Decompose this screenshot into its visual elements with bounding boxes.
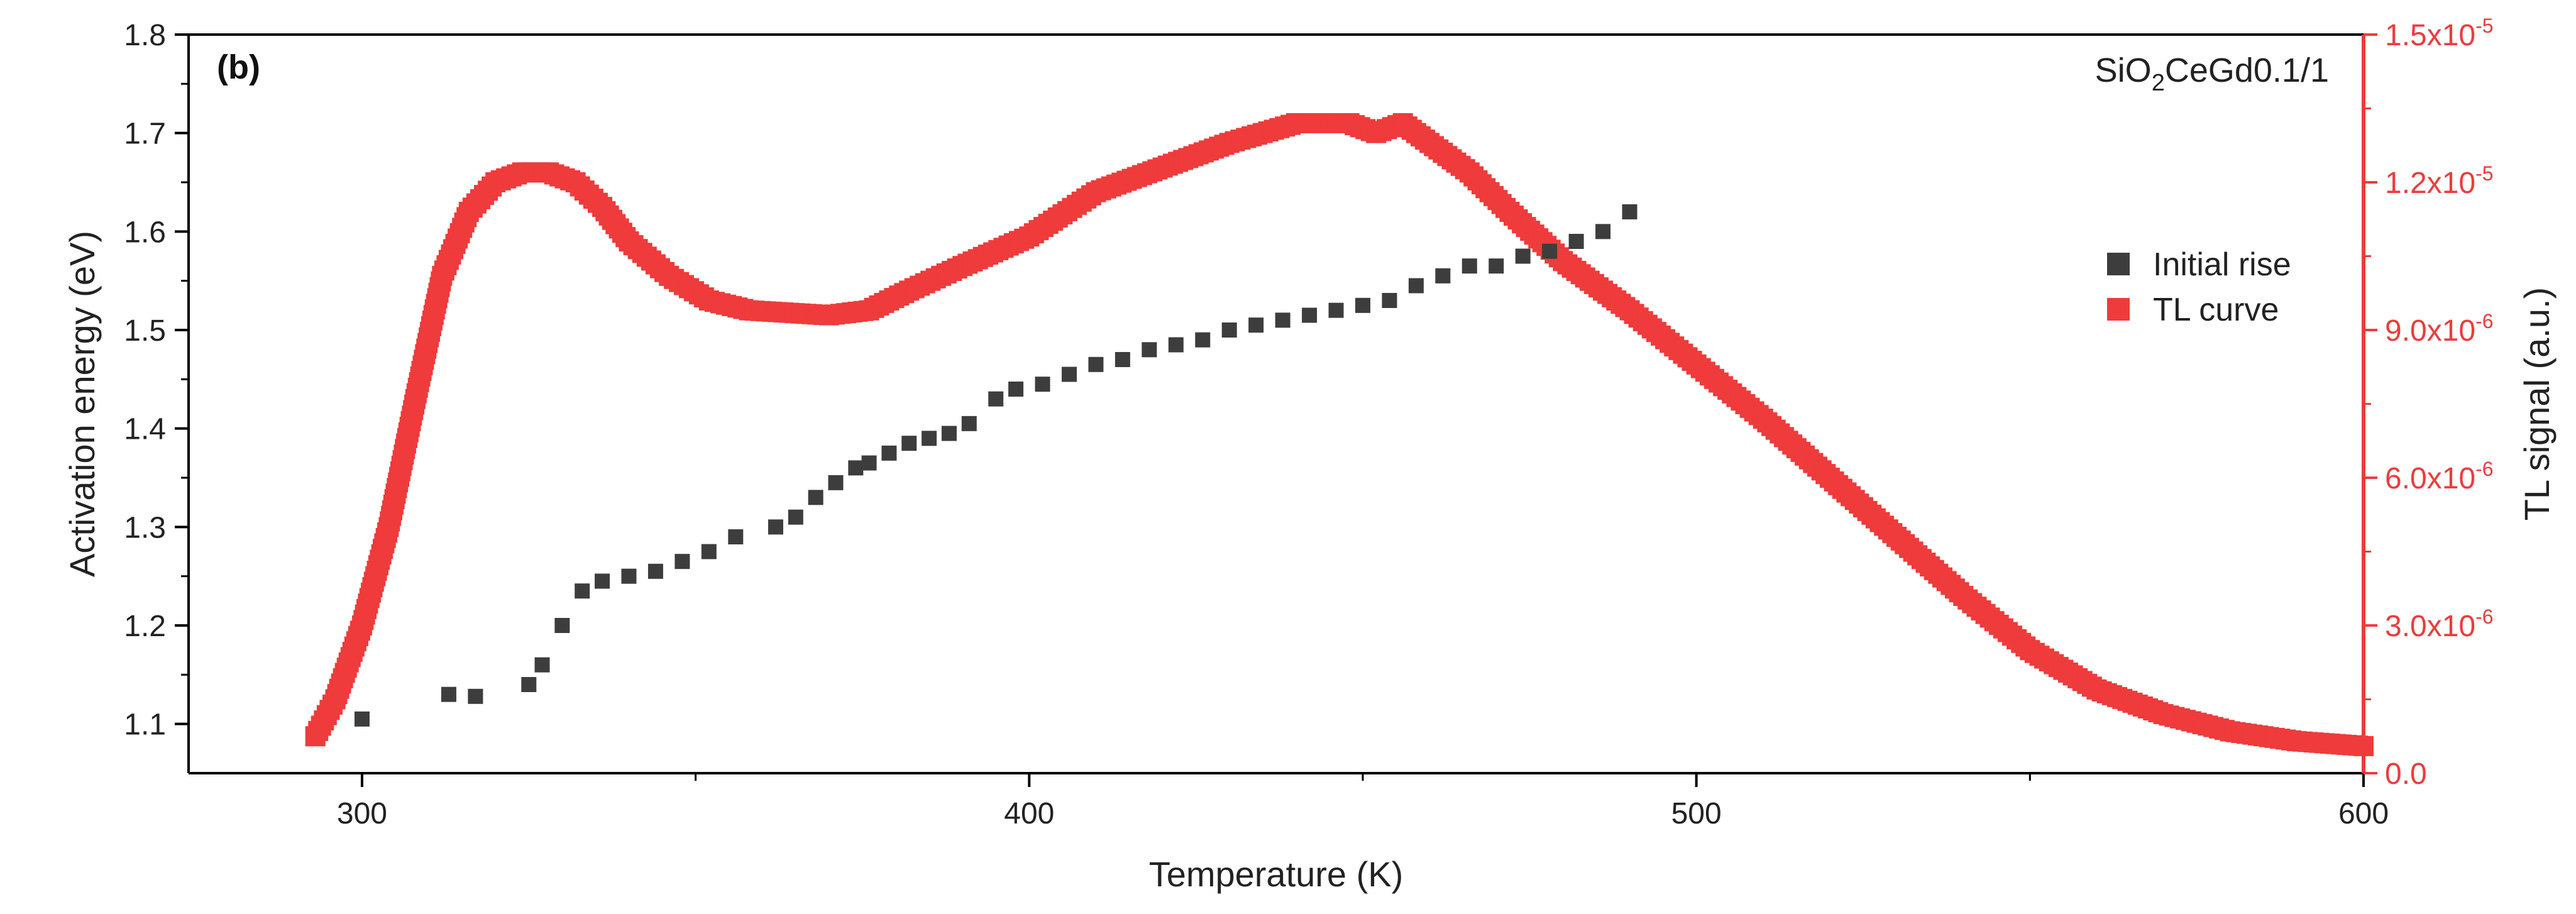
y-left-axis-title: Activation energy (eV) [62,231,102,577]
initial-rise-point [701,544,717,559]
y-right-tick-label: 0.0 [2385,757,2427,791]
sample-label-subscript: 2 [2152,70,2165,96]
initial-rise-point [468,688,483,704]
initial-rise-point [621,568,637,584]
initial-rise-point [1035,377,1050,392]
initial-rise-legend-label: Initial rise [2153,246,2291,283]
y-right-tick-exponent: -5 [2475,162,2493,185]
legend: Initial rise TL curve [2107,246,2291,328]
tl-curve-legend-marker [2107,298,2130,321]
initial-rise-point [768,519,783,535]
x-axis-title: Temperature (K) [1149,854,1404,894]
tl-curve-series [305,113,2374,756]
y-right-tick-label: 3.0x10-6 [2385,605,2494,643]
initial-rise-point [1328,302,1344,318]
initial-rise-point [1008,382,1024,397]
initial-rise-point [647,563,663,579]
initial-rise-point [1515,248,1531,264]
initial-rise-point [354,711,370,727]
y-left-tick-label: 1.1 [124,708,166,742]
initial-rise-point [808,490,823,505]
initial-rise-point [521,677,537,692]
initial-rise-point [1248,317,1264,333]
initial-rise-point [881,445,897,461]
initial-rise-point [1435,268,1451,284]
initial-rise-point [988,391,1004,407]
tl-curve-legend-label: TL curve [2153,292,2279,328]
initial-rise-point [674,554,690,570]
initial-rise-legend-marker [2107,253,2130,275]
initial-rise-point [788,509,803,525]
initial-rise-point [901,436,917,451]
initial-rise-point [1275,312,1291,328]
initial-rise-point [441,686,456,702]
sample-label-rest: CeGd0.1/1 [2165,52,2329,89]
initial-rise-point [1408,278,1424,294]
y-left-tick-label: 1.2 [124,610,166,643]
y-left-tick-label: 1.3 [124,511,166,544]
initial-rise-point [1489,258,1504,274]
y-right-tick-exponent: -6 [2475,458,2493,480]
initial-rise-point [1221,322,1237,338]
initial-rise-point [941,426,957,441]
initial-rise-series [354,204,1638,727]
y-left-tick-label: 1.4 [124,413,166,446]
x-tick-label: 300 [337,797,387,830]
y-left-tick-label: 1.5 [124,314,166,348]
y-left-tick-label: 1.7 [124,118,166,151]
initial-rise-point [1622,204,1638,219]
initial-rise-point [1302,307,1318,323]
initial-rise-point [1382,293,1397,308]
initial-rise-point [1568,234,1584,249]
panel-b-chart: 300 400 500 600 1.1 1.2 1.3 1.4 1.5 1.6 1.7 1.8 0.0 3… [62,14,2557,894]
initial-rise-point [1542,243,1558,259]
initial-rise-point [1142,342,1157,358]
y-left-tick-label: 1.8 [124,19,166,52]
y-right-tick-exponent: -6 [2475,605,2493,628]
initial-rise-point [554,618,570,633]
initial-rise-point [1088,356,1104,372]
y-right-tick-exponent: -5 [2475,14,2493,37]
initial-rise-point [575,583,590,599]
y-right-axis-title: TL signal (a.u.) [2517,287,2557,520]
x-tick-label: 500 [1671,797,1722,830]
y-right-tick-label: 6.0x10-6 [2385,458,2494,495]
y-right-tick-exponent: -6 [2475,310,2493,333]
initial-rise-point [848,460,864,476]
panel-label: (b) [217,48,260,86]
x-tick-label: 600 [2338,797,2389,830]
initial-rise-point [1595,224,1611,240]
initial-rise-point [595,573,610,589]
sample-label: SiO2CeGd0.1/1 [2095,52,2329,96]
initial-rise-point [828,475,844,490]
initial-rise-point [1115,352,1130,367]
initial-rise-point [1461,258,1477,274]
initial-rise-point [1168,337,1184,353]
initial-rise-point [1195,332,1211,348]
y-right-tick-label: 1.2x10-5 [2385,162,2494,200]
initial-rise-point [961,416,977,431]
y-left-tick-label: 1.6 [124,216,166,249]
initial-rise-point [861,455,877,471]
tl-curve-point [2353,735,2374,756]
initial-rise-point [534,657,550,673]
initial-rise-point [728,529,744,544]
y-right-tick-label: 9.0x10-6 [2385,310,2494,348]
x-tick-label: 400 [1004,797,1054,830]
sample-label-main: SiO [2095,52,2152,89]
initial-rise-point [1355,297,1370,313]
y-right-tick-label: 1.5x10-5 [2385,14,2494,52]
initial-rise-point [1061,366,1077,382]
initial-rise-point [922,431,937,446]
